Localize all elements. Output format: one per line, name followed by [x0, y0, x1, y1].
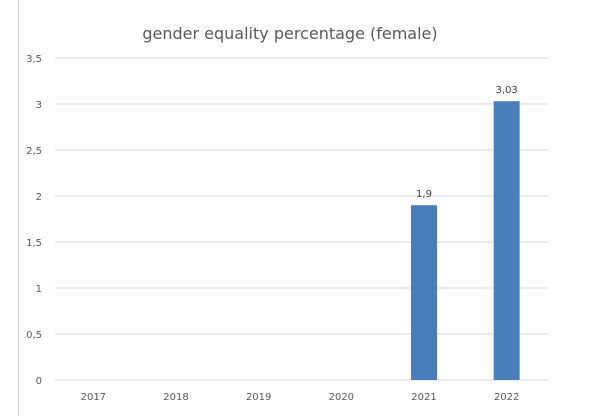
y-axis-tick-labels: 0 0,5 1 1,5 2 2,5 3 3,5	[26, 54, 42, 387]
y-tick-label: 2,5	[26, 146, 42, 157]
gridlines	[55, 57, 548, 381]
chart-left-border	[18, 0, 19, 416]
x-tick-label: 2018	[163, 392, 188, 403]
y-tick-label: 0	[36, 376, 42, 387]
bars	[411, 101, 520, 381]
y-tick-label: 2	[36, 192, 42, 203]
chart-title: gender equality percentage (female)	[142, 24, 437, 43]
bar	[493, 101, 520, 381]
data-label: 3,03	[496, 85, 518, 96]
y-tick-label: 1,5	[26, 238, 42, 249]
y-tick-label: 3,5	[26, 54, 42, 65]
x-tick-label: 2017	[81, 392, 106, 403]
x-tick-label: 2019	[246, 392, 271, 403]
x-tick-label: 2022	[494, 392, 519, 403]
data-labels: 1,9 3,03	[416, 85, 518, 200]
y-tick-label: 0,5	[26, 330, 42, 341]
bar	[411, 205, 437, 380]
y-tick-label: 3	[36, 100, 42, 111]
x-tick-label: 2020	[329, 392, 354, 403]
x-axis-tick-labels: 2017 2018 2019 2020 2021 2022	[81, 392, 520, 403]
data-label: 1,9	[416, 189, 432, 200]
x-tick-label: 2021	[411, 392, 436, 403]
y-tick-label: 1	[36, 284, 42, 295]
